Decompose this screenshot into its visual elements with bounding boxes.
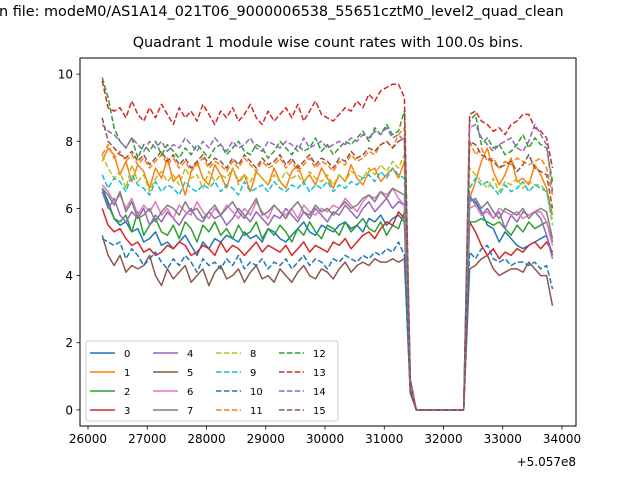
legend-label-1: 1 — [124, 368, 130, 379]
x-tick-label: 28000 — [187, 432, 225, 446]
y-tick-label: 8 — [65, 135, 73, 149]
x-tick-label: 33000 — [484, 432, 522, 446]
x-tick-label: 27000 — [128, 432, 166, 446]
series-line-8 — [101, 153, 554, 411]
x-tick-label: 26000 — [69, 432, 107, 446]
x-tick-label: 34000 — [543, 432, 581, 446]
x-tick-label: 29000 — [247, 432, 285, 446]
series-line-1 — [101, 147, 554, 411]
series-line-2 — [101, 191, 554, 411]
series-line-14 — [101, 123, 554, 411]
x-offset-label: +5.057e8 — [517, 455, 576, 469]
series-line-11 — [101, 127, 554, 411]
legend-label-0: 0 — [124, 349, 130, 360]
axes-frame — [79, 57, 577, 427]
legend-label-11: 11 — [250, 406, 263, 417]
series-line-13 — [101, 80, 554, 411]
series-line-9 — [101, 167, 554, 411]
legend-label-6: 6 — [187, 387, 193, 398]
legend-label-2: 2 — [124, 387, 130, 398]
x-tick-label: 30000 — [306, 432, 344, 446]
x-tick-label: 31000 — [365, 432, 403, 446]
legend-label-9: 9 — [250, 368, 256, 379]
series-line-15 — [101, 117, 554, 411]
series-line-6 — [101, 184, 554, 411]
series-line-12 — [101, 77, 554, 411]
series-line-10 — [101, 237, 554, 411]
legend-label-12: 12 — [313, 349, 326, 360]
y-tick-label: 4 — [65, 269, 73, 283]
y-tick-label: 10 — [58, 68, 73, 82]
legend-label-7: 7 — [187, 406, 193, 417]
y-tick-label: 6 — [65, 202, 73, 216]
series-line-5 — [101, 235, 554, 411]
legend-label-15: 15 — [313, 406, 326, 417]
legend-label-10: 10 — [250, 387, 263, 398]
legend-label-3: 3 — [124, 406, 130, 417]
legend-label-13: 13 — [313, 368, 326, 379]
suptitle: n file: modeM0/AS1A14_021T06_9000006538_… — [0, 4, 564, 20]
y-tick-label: 2 — [65, 336, 73, 350]
legend-box — [85, 340, 339, 422]
x-tick-label: 32000 — [424, 432, 462, 446]
series-line-3 — [101, 208, 554, 411]
legend-label-4: 4 — [187, 349, 193, 360]
series-line-7 — [101, 187, 554, 411]
y-tick-label: 0 — [65, 403, 73, 417]
legend-label-5: 5 — [187, 368, 193, 379]
chart-title: Quadrant 1 module wise count rates with … — [132, 35, 524, 51]
legend-label-8: 8 — [250, 349, 256, 360]
legend-label-14: 14 — [313, 387, 326, 398]
